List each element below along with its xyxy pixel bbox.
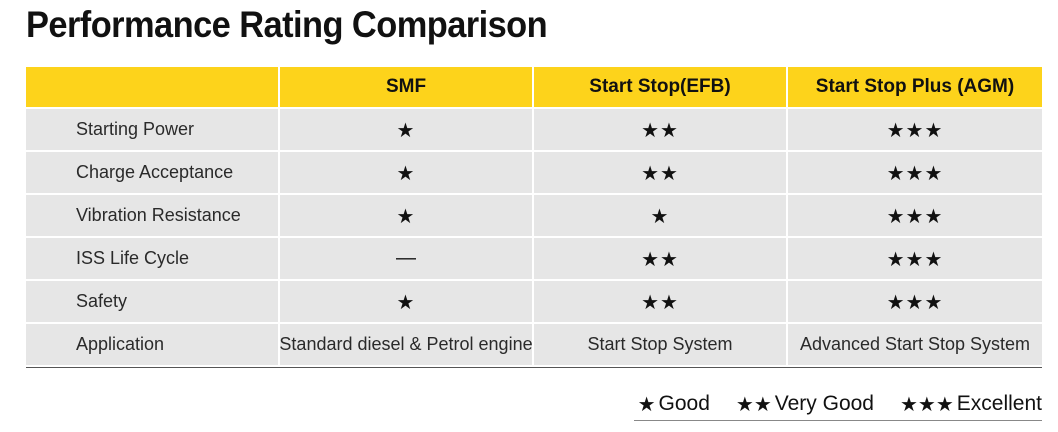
rating-stars: ★★ <box>534 281 788 324</box>
application-text: Start Stop System <box>534 324 788 367</box>
legend-item-good: ★ Good <box>638 392 710 416</box>
row-label: Application <box>26 324 280 367</box>
row-label: Vibration Resistance <box>26 195 280 238</box>
star-icon: ★★★ <box>899 392 954 416</box>
header-cell-smf: SMF <box>280 67 534 109</box>
rating-legend: ★ Good ★★ Very Good ★★★ Excellent <box>638 392 1042 416</box>
rating-stars: ★★★ <box>788 281 1042 324</box>
legend-label: Good <box>658 392 710 415</box>
row-label: Starting Power <box>26 109 280 152</box>
legend-item-excellent: ★★★ Excellent <box>900 392 1042 416</box>
rating-stars: ★ <box>280 152 534 195</box>
rating-none-dash: — <box>280 238 534 281</box>
application-text: Advanced Start Stop System <box>788 324 1042 367</box>
rating-stars: ★ <box>280 195 534 238</box>
row-label: Safety <box>26 281 280 324</box>
row-label: Charge Acceptance <box>26 152 280 195</box>
rating-stars: ★★★ <box>788 195 1042 238</box>
rating-stars: ★★★ <box>788 109 1042 152</box>
rating-stars: ★★★ <box>788 152 1042 195</box>
rating-stars: ★★ <box>534 238 788 281</box>
header-cell-efb: Start Stop(EFB) <box>534 67 788 109</box>
rating-stars: ★★★ <box>788 238 1042 281</box>
header-cell-agm: Start Stop Plus (AGM) <box>788 67 1042 109</box>
legend-label: Excellent <box>956 392 1042 415</box>
rating-stars: ★ <box>534 195 788 238</box>
legend-underline <box>634 420 1042 421</box>
row-label: ISS Life Cycle <box>26 238 280 281</box>
star-icon: ★★ <box>735 392 772 416</box>
rating-stars: ★★ <box>534 152 788 195</box>
rating-stars: ★ <box>280 281 534 324</box>
rating-stars: ★ <box>280 109 534 152</box>
star-icon: ★ <box>637 392 656 416</box>
page-title: Performance Rating Comparison <box>26 4 548 45</box>
rating-stars: ★★ <box>534 109 788 152</box>
application-text: Standard diesel & Petrol engine <box>279 324 534 367</box>
comparison-table: SMF Start Stop(EFB) Start Stop Plus (AGM… <box>26 67 1042 368</box>
legend-item-very-good: ★★ Very Good <box>736 392 874 416</box>
legend-label: Very Good <box>774 392 874 415</box>
header-cell-empty <box>26 67 280 109</box>
